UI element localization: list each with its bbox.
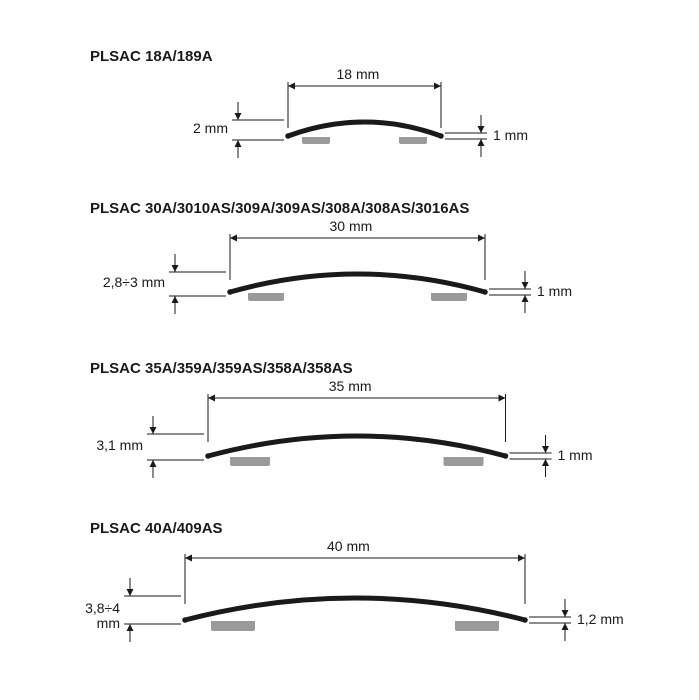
profile-drawing [90,228,630,323]
profile-drawing [90,388,630,488]
left-height-label: 3,1 mm [96,438,143,453]
profile-svg [90,228,630,323]
right-thickness-label: 1 mm [537,283,572,299]
adhesive-pad [211,621,255,631]
right-thickness-label: 1,2 mm [577,611,624,627]
profile-arc [288,122,441,136]
profile-svg [90,548,650,658]
width-label: 18 mm [337,66,380,82]
left-height-label: 2,8÷3 mm [103,275,165,290]
width-label: 30 mm [330,218,373,234]
profile-arc [208,436,506,456]
profile-title: PLSAC 35A/359A/359AS/358A/358AS [90,360,353,377]
adhesive-pad [230,457,270,466]
width-label: 40 mm [327,538,370,554]
left-height-label: 3,8÷4mm [85,601,120,632]
profile-arc [185,598,525,620]
profile-title: PLSAC 40A/409AS [90,520,223,537]
adhesive-pad [248,293,284,301]
width-label: 35 mm [329,378,372,394]
profile-drawing [90,548,650,658]
right-thickness-label: 1 mm [558,447,593,463]
adhesive-pad [399,137,427,144]
adhesive-pad [431,293,467,301]
profile-title: PLSAC 18A/189A [90,48,213,65]
profile-drawing [90,76,630,164]
profile-arc [230,274,485,292]
adhesive-pad [455,621,499,631]
profile-svg [90,388,630,488]
profile-svg [90,76,630,164]
left-height-label: 2 mm [193,121,228,136]
right-thickness-label: 1 mm [493,127,528,143]
adhesive-pad [302,137,330,144]
profile-title: PLSAC 30A/3010AS/309A/309AS/308A/308AS/3… [90,200,469,217]
adhesive-pad [444,457,484,466]
